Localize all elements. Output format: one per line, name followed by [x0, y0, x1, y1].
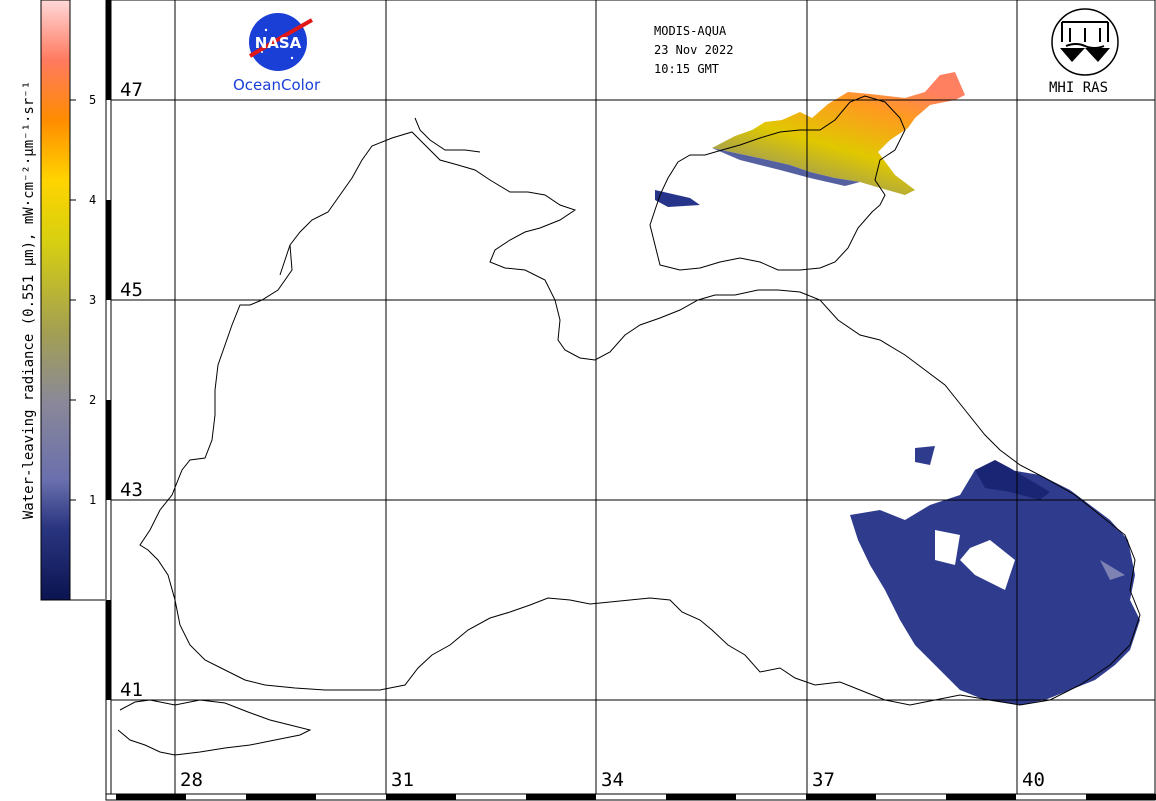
nasa-logo: NASA — [248, 13, 313, 71]
lon-label-40: 40 — [1022, 769, 1045, 791]
colorbar-gradient — [40, 0, 71, 601]
colorbar-tick-5: 5 — [89, 93, 96, 107]
lat-label-47: 47 — [120, 79, 143, 101]
nasa-logo-text: NASA — [255, 34, 302, 52]
colorbar-tick-1: 1 — [89, 493, 96, 507]
longitude-labels: 28 31 34 37 40 — [180, 769, 1045, 791]
colorbar: 1 2 3 4 5 Water-leaving radiance (0.551 … — [21, 0, 105, 601]
acquisition-time: 10:15 GMT — [654, 62, 720, 76]
colorbar-tick-2: 2 — [89, 393, 96, 407]
lat-label-41: 41 — [120, 679, 143, 701]
map-frame — [105, 0, 1156, 801]
sensor-name: MODIS-AQUA — [654, 24, 727, 38]
lat-label-45: 45 — [120, 279, 143, 301]
colorbar-ticks: 1 2 3 4 5 — [70, 93, 96, 507]
mhi-ras-logo — [1051, 8, 1119, 76]
acquisition-info: MODIS-AQUA 23 Nov 2022 10:15 GMT — [654, 22, 733, 79]
mhi-ras-label: MHI RAS — [1049, 80, 1109, 96]
lat-label-43: 43 — [120, 479, 143, 501]
colorbar-tick-4: 4 — [89, 193, 96, 207]
lon-label-31: 31 — [391, 769, 414, 791]
lon-label-37: 37 — [812, 769, 835, 791]
colorbar-tick-3: 3 — [89, 293, 96, 307]
acquisition-date: 23 Nov 2022 — [654, 43, 734, 57]
lon-label-34: 34 — [601, 769, 624, 791]
latitude-labels: 47 45 43 41 — [120, 79, 143, 701]
azov-plume — [655, 72, 965, 207]
colorbar-title: Water-leaving radiance (0.551 µm), mW·cm… — [21, 81, 37, 519]
graticule — [111, 0, 1155, 794]
oceancolor-label: OceanColor — [233, 76, 321, 94]
eastern-sea-data — [850, 446, 1140, 705]
lon-label-28: 28 — [180, 769, 203, 791]
